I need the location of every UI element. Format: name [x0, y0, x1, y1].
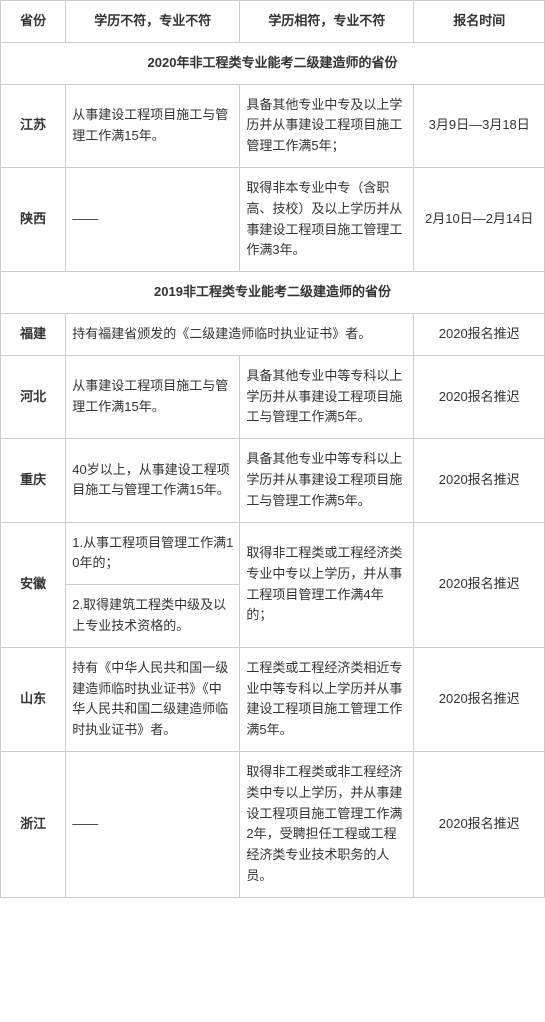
province-cell: 浙江 — [1, 751, 66, 897]
cell-time: 2020报名推迟 — [414, 751, 545, 897]
cell-edu-yes-major-no: 具备其他专业中等专科以上学历并从事建设工程项目施工与管理工作满5年。 — [240, 439, 414, 522]
cell-edu-yes-major-no: 取得非本专业中专（含职高、技校）及以上学历并从事建设工程项目施工管理工作满3年。 — [240, 167, 414, 271]
header-time: 报名时间 — [414, 1, 545, 43]
cell-edu-yes-major-no: 具备其他专业中专及以上学历并从事建设工程项目施工管理工作满5年； — [240, 84, 414, 167]
eligibility-table: 省份 学历不符，专业不符 学历相符，专业不符 报名时间 2020年非工程类专业能… — [0, 0, 545, 898]
cell-edu-no-major-no: 持有《中华人民共和国一级建造师临时执业证书》《中华人民共和国二级建造师临时执业证… — [66, 647, 240, 751]
section-header-2020: 2020年非工程类专业能考二级建造师的省份 — [1, 42, 545, 84]
table-row: 福建 持有福建省颁发的《二级建造师临时执业证书》者。 2020报名推迟 — [1, 313, 545, 355]
section-header-2019: 2019非工程类专业能考二级建造师的省份 — [1, 272, 545, 314]
cell-edu-no-major-no: 从事建设工程项目施工与管理工作满15年。 — [66, 84, 240, 167]
province-cell: 陕西 — [1, 167, 66, 271]
header-row: 省份 学历不符，专业不符 学历相符，专业不符 报名时间 — [1, 1, 545, 43]
cell-time: 2月10日—2月14日 — [414, 167, 545, 271]
table-row: 河北 从事建设工程项目施工与管理工作满15年。 具备其他专业中等专科以上学历并从… — [1, 355, 545, 438]
cell-edu-yes-major-no: 工程类或工程经济类相近专业中等专科以上学历并从事建设工程项目施工管理工作满5年。 — [240, 647, 414, 751]
cell-time: 2020报名推迟 — [414, 522, 545, 647]
table-row: 安徽 1.从事工程项目管理工作满10年的； 取得非工程类或工程经济类专业中专以上… — [1, 522, 545, 585]
table-row: 陕西 —— 取得非本专业中专（含职高、技校）及以上学历并从事建设工程项目施工管理… — [1, 167, 545, 271]
province-cell: 重庆 — [1, 439, 66, 522]
cell-merged: 持有福建省颁发的《二级建造师临时执业证书》者。 — [66, 313, 414, 355]
section-title: 2020年非工程类专业能考二级建造师的省份 — [1, 42, 545, 84]
table-row: 江苏 从事建设工程项目施工与管理工作满15年。 具备其他专业中专及以上学历并从事… — [1, 84, 545, 167]
cell-edu-no-major-no: 40岁以上，从事建设工程项目施工与管理工作满15年。 — [66, 439, 240, 522]
province-cell: 福建 — [1, 313, 66, 355]
table-row: 山东 持有《中华人民共和国一级建造师临时执业证书》《中华人民共和国二级建造师临时… — [1, 647, 545, 751]
province-cell: 河北 — [1, 355, 66, 438]
cell-time: 2020报名推迟 — [414, 647, 545, 751]
cell-edu-no-major-no: —— — [66, 167, 240, 271]
province-cell: 山东 — [1, 647, 66, 751]
cell-edu-yes-major-no: 取得非工程类或工程经济类专业中专以上学历，并从事工程项目管理工作满4年的； — [240, 522, 414, 647]
province-cell: 安徽 — [1, 522, 66, 647]
cell-edu-no-major-no: 从事建设工程项目施工与管理工作满15年。 — [66, 355, 240, 438]
cell-edu-no-major-no: 2.取得建筑工程类中级及以上专业技术资格的。 — [66, 585, 240, 648]
cell-edu-yes-major-no: 取得非工程类或非工程经济类中专以上学历，并从事建设工程项目施工管理工作满2年，受… — [240, 751, 414, 897]
cell-edu-no-major-no: —— — [66, 751, 240, 897]
header-province: 省份 — [1, 1, 66, 43]
table-row: 浙江 —— 取得非工程类或非工程经济类中专以上学历，并从事建设工程项目施工管理工… — [1, 751, 545, 897]
province-cell: 江苏 — [1, 84, 66, 167]
section-title: 2019非工程类专业能考二级建造师的省份 — [1, 272, 545, 314]
header-col2: 学历不符，专业不符 — [66, 1, 240, 43]
cell-time: 2020报名推迟 — [414, 439, 545, 522]
cell-time: 2020报名推迟 — [414, 313, 545, 355]
cell-edu-yes-major-no: 具备其他专业中等专科以上学历并从事建设工程项目施工与管理工作满5年。 — [240, 355, 414, 438]
table-row: 重庆 40岁以上，从事建设工程项目施工与管理工作满15年。 具备其他专业中等专科… — [1, 439, 545, 522]
header-col3: 学历相符，专业不符 — [240, 1, 414, 43]
cell-edu-no-major-no: 1.从事工程项目管理工作满10年的； — [66, 522, 240, 585]
cell-time: 2020报名推迟 — [414, 355, 545, 438]
cell-time: 3月9日—3月18日 — [414, 84, 545, 167]
